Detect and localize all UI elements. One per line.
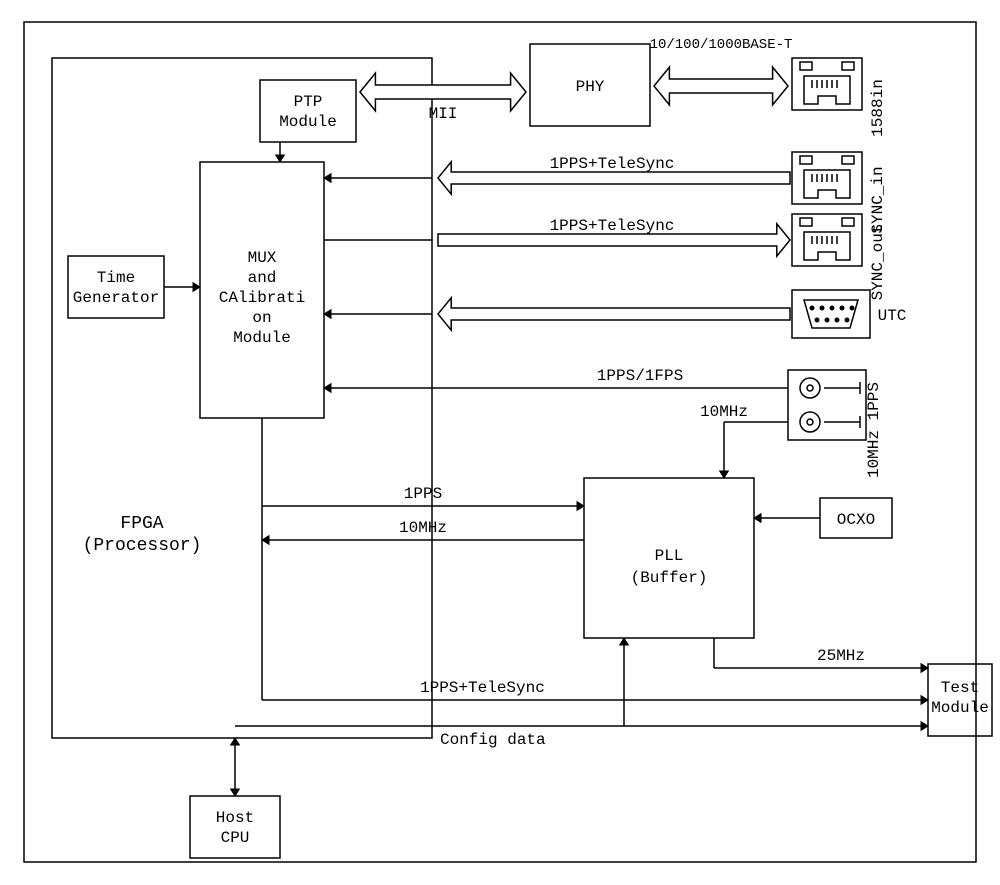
svg-text:Generator: Generator	[73, 289, 159, 307]
svg-text:Module: Module	[279, 113, 337, 131]
svg-text:PTP: PTP	[294, 93, 323, 111]
svg-text:MUX: MUX	[248, 249, 277, 267]
svg-text:(Buffer): (Buffer)	[631, 569, 708, 587]
svg-text:UTC: UTC	[878, 307, 907, 325]
svg-text:1PPS: 1PPS	[404, 485, 442, 503]
svg-text:Module: Module	[233, 329, 291, 347]
svg-text:Time: Time	[97, 269, 135, 287]
svg-text:10/100/1000BASE-T: 10/100/1000BASE-T	[650, 37, 793, 53]
svg-text:1PPS+TeleSync: 1PPS+TeleSync	[420, 679, 545, 697]
svg-text:SYNC_out: SYNC_out	[869, 224, 887, 301]
svg-text:MII: MII	[429, 105, 458, 123]
svg-text:OCXO: OCXO	[837, 511, 875, 529]
svg-text:FPGA: FPGA	[120, 514, 163, 534]
svg-text:Test: Test	[941, 679, 979, 697]
svg-text:1588in: 1588in	[869, 79, 887, 137]
svg-text:CPU: CPU	[221, 829, 250, 847]
svg-text:1PPS/1FPS: 1PPS/1FPS	[597, 367, 683, 385]
svg-text:10MHz 1PPS: 10MHz 1PPS	[865, 382, 883, 478]
svg-text:PHY: PHY	[576, 78, 605, 96]
svg-text:CAlibrati: CAlibrati	[219, 289, 305, 307]
svg-text:25MHz: 25MHz	[817, 647, 865, 665]
svg-text:10MHz: 10MHz	[399, 519, 447, 537]
svg-text:(Processor): (Processor)	[83, 536, 202, 556]
svg-text:1PPS+TeleSync: 1PPS+TeleSync	[550, 217, 675, 235]
svg-text:Module: Module	[931, 699, 989, 717]
svg-text:PLL: PLL	[655, 547, 684, 565]
svg-text:and: and	[248, 269, 277, 287]
svg-text:1PPS+TeleSync: 1PPS+TeleSync	[550, 155, 675, 173]
svg-text:10MHz: 10MHz	[700, 403, 748, 421]
svg-text:Host: Host	[216, 809, 254, 827]
svg-text:Config data: Config data	[440, 731, 546, 749]
svg-text:SYNC_in: SYNC_in	[869, 166, 887, 233]
svg-text:on: on	[252, 309, 271, 327]
